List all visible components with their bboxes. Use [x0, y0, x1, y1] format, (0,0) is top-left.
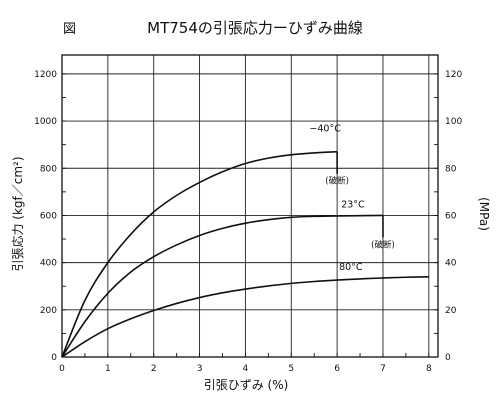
x-tick-label: 7	[380, 364, 386, 374]
y-tick-label: 800	[40, 164, 57, 174]
y-tick-label: 1200	[34, 70, 57, 80]
series-label: 80°C	[339, 262, 363, 273]
y-tick-label: 200	[40, 306, 57, 316]
series-line	[61, 214, 383, 358]
y2-tick-label: 120	[445, 70, 462, 80]
y-tick-label: 600	[40, 211, 57, 221]
series-curves	[61, 150, 429, 358]
grid	[61, 55, 438, 358]
y-axis-title: 引張応力 (kgf／cm²)	[11, 156, 25, 271]
x-tick-label: 6	[334, 364, 340, 374]
x-tick-label: 5	[288, 364, 294, 374]
figure-label: 図	[63, 22, 76, 37]
chart-title: MT754の引張応力ーひずみ曲線	[147, 19, 363, 37]
series-line	[61, 150, 338, 358]
x-tick-label: 0	[59, 364, 65, 374]
y2-tick-label: 60	[445, 211, 457, 221]
tick-labels: 0 1 2 3 4 5 6 7 80200400600800100012000204060801…	[34, 70, 462, 374]
series-line	[61, 275, 429, 358]
y2-tick-label: 100	[445, 117, 462, 127]
y-tick-label: 0	[51, 353, 57, 363]
y-tick-label: 1000	[34, 117, 57, 127]
x-tick-label: 4	[243, 364, 249, 374]
y2-tick-label: 40	[445, 259, 457, 269]
y2-tick-label: 80	[445, 164, 457, 174]
series-label: −40°C	[309, 124, 341, 135]
x-axis-title: 引張ひずみ (%)	[204, 378, 289, 392]
break-annotation: (破断)	[325, 176, 349, 187]
x-tick-label: 3	[197, 364, 203, 374]
break-annotation: (破断)	[371, 239, 395, 250]
x-tick-label: 2	[151, 364, 157, 374]
plot-frame	[61, 54, 439, 358]
x-tick-label: 1	[105, 364, 111, 374]
y2-axis-title: (MPa)	[477, 197, 491, 231]
y2-tick-label: 20	[445, 306, 457, 316]
curve-labels: (破断) −40°C (破断) 23°C 80°C	[309, 124, 394, 273]
series-label: 23°C	[341, 199, 365, 210]
x-tick-label: 8	[426, 364, 432, 374]
y-tick-label: 400	[40, 259, 57, 269]
y2-tick-label: 0	[445, 353, 451, 363]
axes	[61, 54, 439, 358]
